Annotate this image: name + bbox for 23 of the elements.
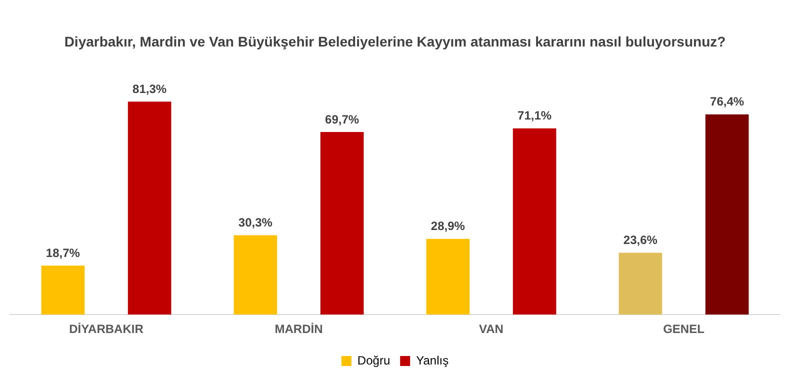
bar <box>128 102 172 315</box>
bar <box>705 114 749 315</box>
data-label: 76,4% <box>710 94 744 109</box>
bar <box>618 252 662 315</box>
data-label: 71,1% <box>518 108 552 123</box>
legend-label: Doğru <box>357 353 390 368</box>
data-label: 23,6% <box>623 233 658 248</box>
x-tick-label: DİYARBAKIR <box>69 322 144 336</box>
chart-title: Diyarbakır, Mardin ve Van Büyükşehir Belediyelerine Kayyım atanması kararını nasıl buluyorsunuz? <box>64 33 726 50</box>
bar <box>320 132 364 315</box>
data-label: 69,7% <box>325 112 360 126</box>
data-label: 30,3% <box>238 216 273 230</box>
bar <box>426 238 470 315</box>
data-label: 28,9% <box>430 219 466 234</box>
legend-label: Yanlış <box>416 353 449 368</box>
data-label: 81,3% <box>132 82 167 96</box>
data-label: 18,7% <box>46 246 80 260</box>
x-tick-label: VAN <box>479 322 504 336</box>
bar <box>41 266 85 315</box>
x-tick-label: MARDİN <box>274 322 323 336</box>
bar <box>512 128 556 315</box>
x-tick-label: GENEL <box>663 322 704 336</box>
bar <box>234 235 278 315</box>
